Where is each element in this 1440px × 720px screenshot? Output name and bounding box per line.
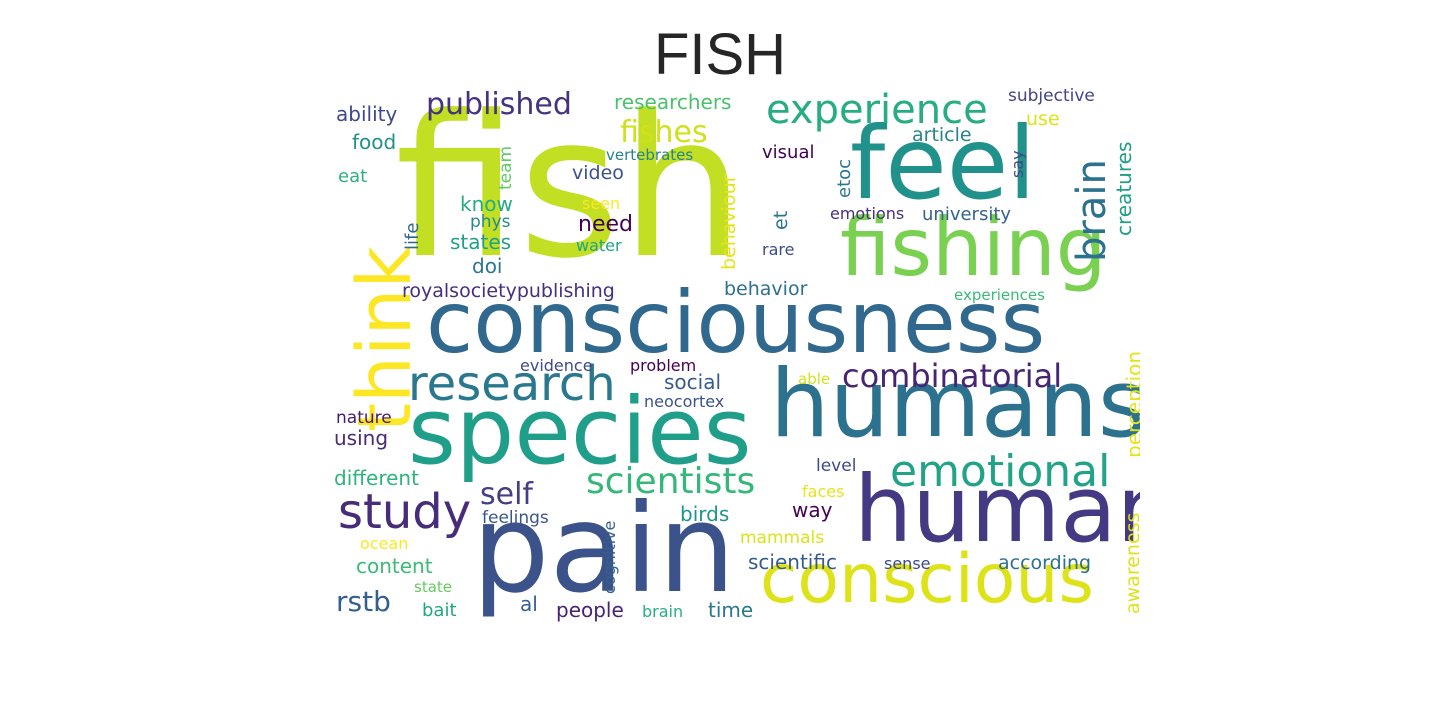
word-emotional: emotional xyxy=(890,446,1111,497)
word-perception: perception xyxy=(1122,350,1140,458)
word-doi: doi xyxy=(472,254,503,278)
word-know: know xyxy=(460,192,513,216)
word-creatures: creatures xyxy=(1112,141,1136,236)
word-vertebrates: vertebrates xyxy=(606,146,694,164)
word-conscious: conscious xyxy=(760,540,1094,619)
word-et: et xyxy=(770,210,792,230)
word-behavior: behavior xyxy=(724,278,808,300)
word-state: state xyxy=(414,578,452,596)
word-behaviour: behaviour xyxy=(718,174,740,270)
word-research: research xyxy=(408,356,616,412)
word-content: content xyxy=(356,554,433,578)
word-brain: brain xyxy=(1069,159,1115,262)
word-fish: fish xyxy=(395,86,745,302)
word-university: university xyxy=(922,204,1012,225)
word-rstb: rstb xyxy=(336,585,391,618)
word-life: life xyxy=(402,222,423,250)
word-subjective: subjective xyxy=(1008,86,1095,106)
word-faces: faces xyxy=(802,482,845,501)
word-time: time xyxy=(708,598,754,622)
word-use: use xyxy=(1026,108,1060,130)
word-according: according xyxy=(998,552,1092,574)
word-level: level xyxy=(816,456,857,476)
word-species: species xyxy=(408,378,752,485)
word-awareness: awareness xyxy=(1122,512,1140,614)
word-social: social xyxy=(664,370,722,394)
word-published: published xyxy=(426,87,572,122)
word-human: human xyxy=(854,456,1140,563)
word-seen: seen xyxy=(582,194,621,213)
word-way: way xyxy=(792,498,833,522)
word-combinatorial: combinatorial xyxy=(842,357,1063,395)
word-fishes: fishes xyxy=(620,115,708,150)
word-brain-small: brain xyxy=(642,602,684,621)
word-ability: ability xyxy=(336,102,398,126)
word-phys: phys xyxy=(470,212,511,232)
word-food: food xyxy=(352,130,397,154)
word-able: able xyxy=(798,370,831,388)
word-sense: sense xyxy=(884,554,931,573)
word-feelings: feelings xyxy=(482,508,549,528)
word-birds: birds xyxy=(680,502,730,526)
word-evidence: evidence xyxy=(520,356,593,375)
word-mammals: mammals xyxy=(740,528,825,548)
word-self: self xyxy=(480,477,533,512)
word-rare: rare xyxy=(762,240,795,259)
word-humans: humans xyxy=(770,350,1140,459)
word-cloud: fish feel fishing consciousness humans s… xyxy=(330,86,1140,626)
word-fishing: fishing xyxy=(840,201,1107,294)
word-article: article xyxy=(912,124,972,146)
word-cognitive: cognitive xyxy=(600,520,619,594)
word-states: states xyxy=(450,230,512,254)
word-team: team xyxy=(496,145,516,190)
word-say: say xyxy=(1008,150,1027,178)
word-video: video xyxy=(572,162,624,184)
word-eat: eat xyxy=(338,166,368,187)
word-pain: pain xyxy=(472,478,736,620)
word-different: different xyxy=(334,466,419,490)
word-experiences: experiences xyxy=(954,286,1045,304)
word-neocortex: neocortex xyxy=(644,392,725,411)
word-visual: visual xyxy=(762,142,815,163)
word-using: using xyxy=(334,426,389,450)
word-water: water xyxy=(576,236,622,255)
word-emotions: emotions xyxy=(830,204,905,223)
word-royalsocietypublishing: royalsocietypublishing xyxy=(402,280,615,302)
word-scientists: scientists xyxy=(586,461,756,502)
word-problem: problem xyxy=(630,356,697,375)
word-bait: bait xyxy=(422,600,457,621)
word-al: al xyxy=(520,592,538,616)
word-people: people xyxy=(556,598,624,622)
word-scientific: scientific xyxy=(748,550,837,574)
word-nature: nature xyxy=(336,408,392,428)
word-etoc: etoc xyxy=(834,158,855,198)
word-feel: feel xyxy=(850,105,1037,222)
word-experience: experience xyxy=(766,87,988,133)
word-need: need xyxy=(578,212,633,237)
word-consciousness: consciousness xyxy=(426,273,1046,373)
word-ocean: ocean xyxy=(360,534,409,553)
cloud-title: FISH xyxy=(653,22,787,87)
word-researchers: researchers xyxy=(614,90,732,114)
word-study: study xyxy=(338,484,472,540)
